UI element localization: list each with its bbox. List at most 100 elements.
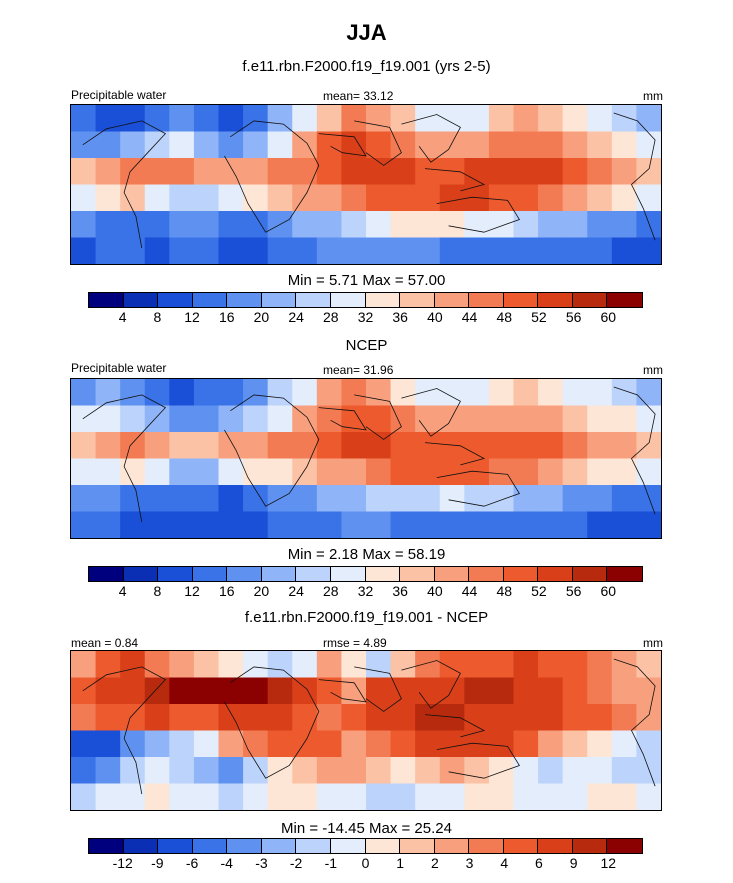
heatmap-cell — [218, 131, 244, 159]
heatmap-cell — [193, 485, 220, 513]
heatmap-cell — [636, 783, 661, 810]
heatmap-cell — [243, 757, 269, 785]
heatmap-cell — [95, 131, 121, 159]
heatmap-cell — [513, 783, 539, 810]
heatmap-cell — [95, 651, 121, 679]
heatmap-cell — [71, 704, 97, 732]
heatmap-cell — [538, 158, 564, 186]
heatmap-cell — [636, 158, 661, 186]
heatmap-cell — [390, 757, 416, 785]
heatmap-cell — [120, 211, 146, 239]
heatmap-cell — [513, 458, 539, 486]
colorbar-box — [400, 839, 435, 853]
heatmap-cell — [464, 405, 490, 433]
heatmap-cell — [366, 184, 392, 212]
heatmap-cell — [464, 131, 490, 159]
heatmap-cell — [464, 485, 490, 513]
heatmap-cell — [390, 405, 416, 433]
heatmap-cell — [439, 458, 465, 486]
heatmap-cell — [120, 237, 146, 264]
heatmap-cell — [193, 757, 220, 785]
colorbar-tick-label: 40 — [427, 583, 443, 599]
heatmap-cell — [415, 677, 441, 705]
heatmap-cell — [71, 237, 97, 264]
heatmap-cell — [366, 704, 392, 732]
colorbar-tick-label: 36 — [392, 583, 408, 599]
heatmap-cell — [390, 432, 416, 460]
heatmap-cell — [366, 432, 392, 460]
heatmap-cell — [169, 184, 195, 212]
heatmap-cell — [366, 237, 392, 264]
heatmap-cell — [415, 405, 441, 433]
heatmap-cell — [439, 237, 465, 264]
heatmap-cell — [169, 730, 195, 758]
heatmap-cell — [120, 704, 146, 732]
heatmap-cell — [292, 211, 318, 239]
coastline — [354, 120, 402, 166]
colorbar-tick-label: 20 — [253, 309, 270, 325]
heatmap-cell — [611, 485, 638, 513]
heatmap-cell — [562, 211, 588, 239]
colorbar-tick-label: 40 — [427, 309, 443, 325]
heatmap-cell — [341, 105, 367, 133]
colorbar-box — [330, 293, 366, 307]
heatmap-cell — [611, 651, 638, 679]
heatmap-cell — [144, 704, 170, 732]
colorbar-tick-label: 4 — [118, 583, 127, 599]
heatmap-cell — [169, 131, 195, 159]
heatmap-cell — [636, 237, 661, 264]
heatmap-cell — [267, 131, 293, 159]
colorbar-box — [538, 839, 573, 853]
heatmap-cell — [218, 677, 244, 705]
colorbar-tick-label: 6 — [535, 855, 543, 871]
heatmap-cell — [193, 651, 220, 679]
heatmap-cell — [316, 704, 343, 732]
heatmap-cell — [415, 730, 441, 758]
colorbar-box — [158, 293, 193, 307]
heatmap-cell — [95, 211, 121, 239]
heatmap-cell — [193, 783, 220, 810]
colorbar-box — [330, 839, 366, 853]
heatmap-cell — [488, 757, 515, 785]
heatmap-cell — [390, 379, 416, 407]
colorbar-box — [123, 839, 159, 853]
heatmap-cell — [513, 704, 539, 732]
heatmap-cell — [316, 211, 343, 239]
heatmap-cell — [243, 704, 269, 732]
colorbar-box — [89, 567, 124, 581]
colorbar-box — [192, 567, 228, 581]
heatmap-cell — [464, 651, 490, 679]
colorbar-tick-label: 56 — [565, 583, 582, 599]
heatmap-cell — [366, 651, 392, 679]
heatmap-cell — [71, 432, 97, 460]
heatmap-cell — [292, 511, 318, 538]
coastline — [613, 386, 656, 515]
colorbar-tick-label: 3 — [465, 855, 474, 871]
heatmap-cell — [636, 405, 661, 433]
coastline — [82, 666, 167, 795]
heatmap-cell — [144, 237, 170, 264]
heatmap-cell — [341, 458, 367, 486]
coastline — [82, 120, 167, 249]
heatmap-cell — [292, 730, 318, 758]
heatmap-cell — [120, 485, 146, 513]
heatmap-cell — [488, 783, 515, 810]
colorbar-box — [123, 293, 159, 307]
panel-model-colorbar — [88, 292, 643, 308]
heatmap-cell — [292, 458, 318, 486]
heatmap-cell — [169, 485, 195, 513]
heatmap-cell — [587, 757, 613, 785]
panel-diff-colorbar-ticks: -12 -9 -6 -4 -3 -2 -1 0 1 2 3 4 6 9 12 — [88, 855, 643, 873]
heatmap-cell — [341, 485, 367, 513]
colorbar-tick-label: -4 — [220, 855, 233, 871]
heatmap-cell — [366, 158, 392, 186]
heatmap-cell — [316, 158, 343, 186]
heatmap-cell — [71, 677, 97, 705]
colorbar-tick-label: 52 — [531, 583, 547, 599]
heatmap-cell — [169, 379, 195, 407]
coastline — [318, 133, 367, 157]
heatmap-cell — [390, 131, 416, 159]
heatmap-cell — [488, 651, 515, 679]
heatmap-cell — [95, 677, 121, 705]
heatmap-cell — [488, 379, 515, 407]
